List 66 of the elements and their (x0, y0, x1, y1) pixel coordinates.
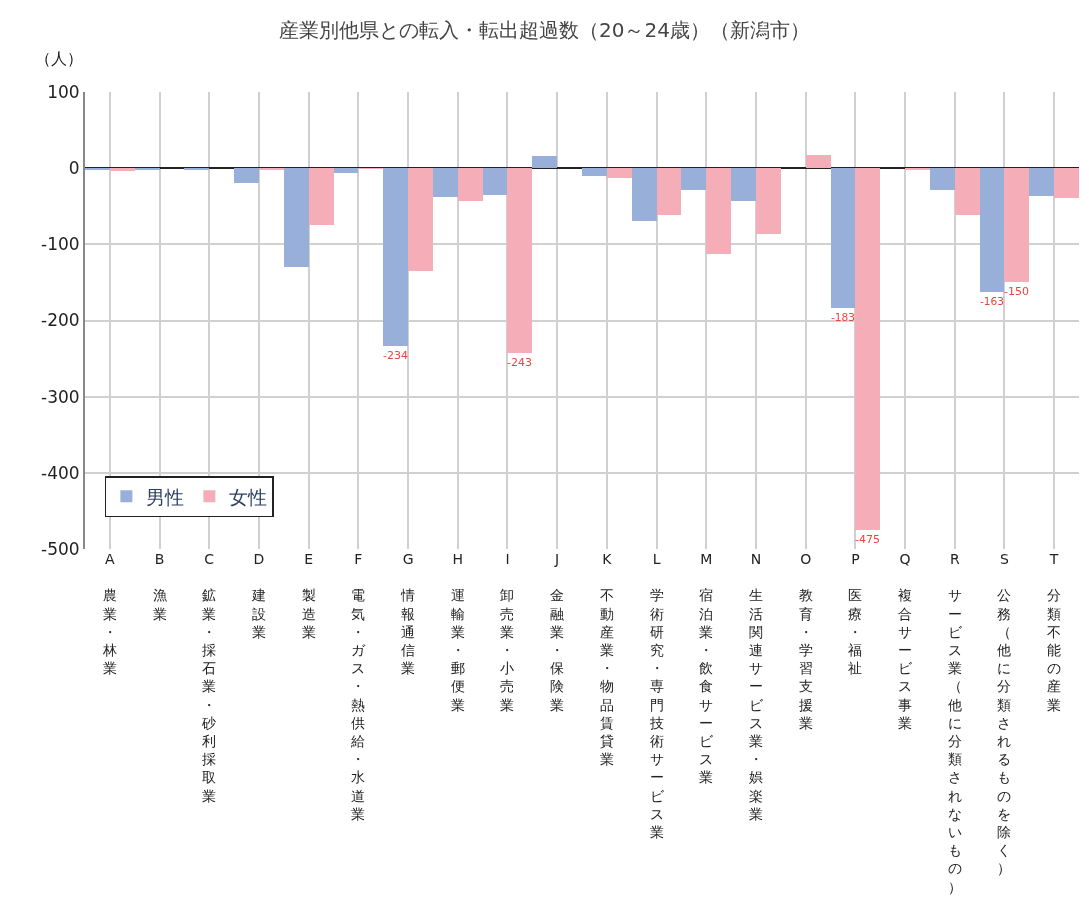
category-label: J 金融業・保険業 (550, 551, 565, 713)
bar (433, 168, 458, 197)
bar (309, 168, 334, 225)
legend-label: 男性 (146, 485, 185, 508)
y-axis-title: （人） (35, 49, 83, 68)
category-label: M 宿泊業・飲食サービス業 (699, 551, 714, 786)
bar (408, 168, 433, 271)
bar (731, 168, 756, 201)
data-label: -183 (831, 310, 855, 323)
category-label: C 鉱業・採石業・砂利採取業 (202, 551, 217, 804)
category-label: T 分類不能の産業 (1047, 551, 1062, 713)
bar (980, 168, 1004, 292)
y-tick-label: 100 (47, 81, 80, 102)
category-label: F 電気・ガス・熱供給・水道業 (351, 551, 366, 822)
bar (706, 168, 731, 254)
bar (483, 168, 507, 195)
bar (110, 168, 135, 171)
bar (831, 168, 855, 308)
category-label: A 農業・林業 (102, 551, 117, 677)
data-label: -163 (980, 294, 1004, 307)
bar (284, 168, 309, 267)
bar (1054, 168, 1079, 198)
category-label: D 建設業 (251, 551, 266, 640)
bar (632, 168, 657, 221)
category-label: H 運輸業・郵便業 (450, 551, 465, 713)
category-label: G 情報通信業 (401, 551, 416, 677)
bar (334, 168, 358, 173)
category-label: N 生活関連サービス業・娯楽業 (748, 551, 763, 822)
data-label: -475 (855, 533, 880, 547)
data-label: -150 (1004, 285, 1029, 299)
bar (507, 168, 532, 353)
y-tick-label: -100 (41, 234, 80, 255)
bar (657, 168, 681, 215)
bar (582, 168, 607, 176)
category-label: I 卸売業・小売業 (500, 551, 515, 713)
category-label: Q 複合サービス事業 (898, 551, 913, 731)
category-label: S 公務（他に分類されるものを除く） (997, 551, 1012, 877)
bar (955, 168, 980, 215)
category-label: O 教育・学習支援業 (798, 551, 813, 731)
legend-label: 女性 (229, 485, 268, 508)
bar (1004, 168, 1029, 282)
bar (756, 168, 781, 234)
y-tick-label: -200 (41, 310, 80, 331)
category-label: K 不動産業・物品賃貸業 (599, 551, 614, 768)
bar (532, 156, 557, 168)
bar (681, 168, 706, 190)
y-tick-label: -300 (41, 386, 80, 407)
category-label: E 製造業 (301, 551, 316, 640)
bar (458, 168, 483, 201)
category-label: L 学術研究・専門技術サービス業 (649, 551, 664, 840)
category-label: P 医療・福祉 (848, 551, 863, 677)
bar (607, 168, 632, 178)
y-tick-label: 0 (68, 158, 80, 179)
chart-title: 産業別他県との転入・転出超過数（20～24歳）（新潟市） (279, 17, 810, 42)
bar (855, 168, 880, 530)
data-label: -234 (383, 349, 408, 363)
bar (383, 168, 408, 346)
data-label: -243 (507, 356, 532, 370)
bar (1029, 168, 1054, 196)
category-label: B 漁業 (152, 551, 167, 622)
bar (930, 168, 955, 190)
bar (806, 155, 831, 168)
y-tick-label: -400 (41, 462, 80, 483)
category-label: R サービス業（他に分類されないもの） (947, 551, 962, 895)
bar (234, 168, 259, 183)
y-tick-label: -500 (41, 538, 80, 559)
